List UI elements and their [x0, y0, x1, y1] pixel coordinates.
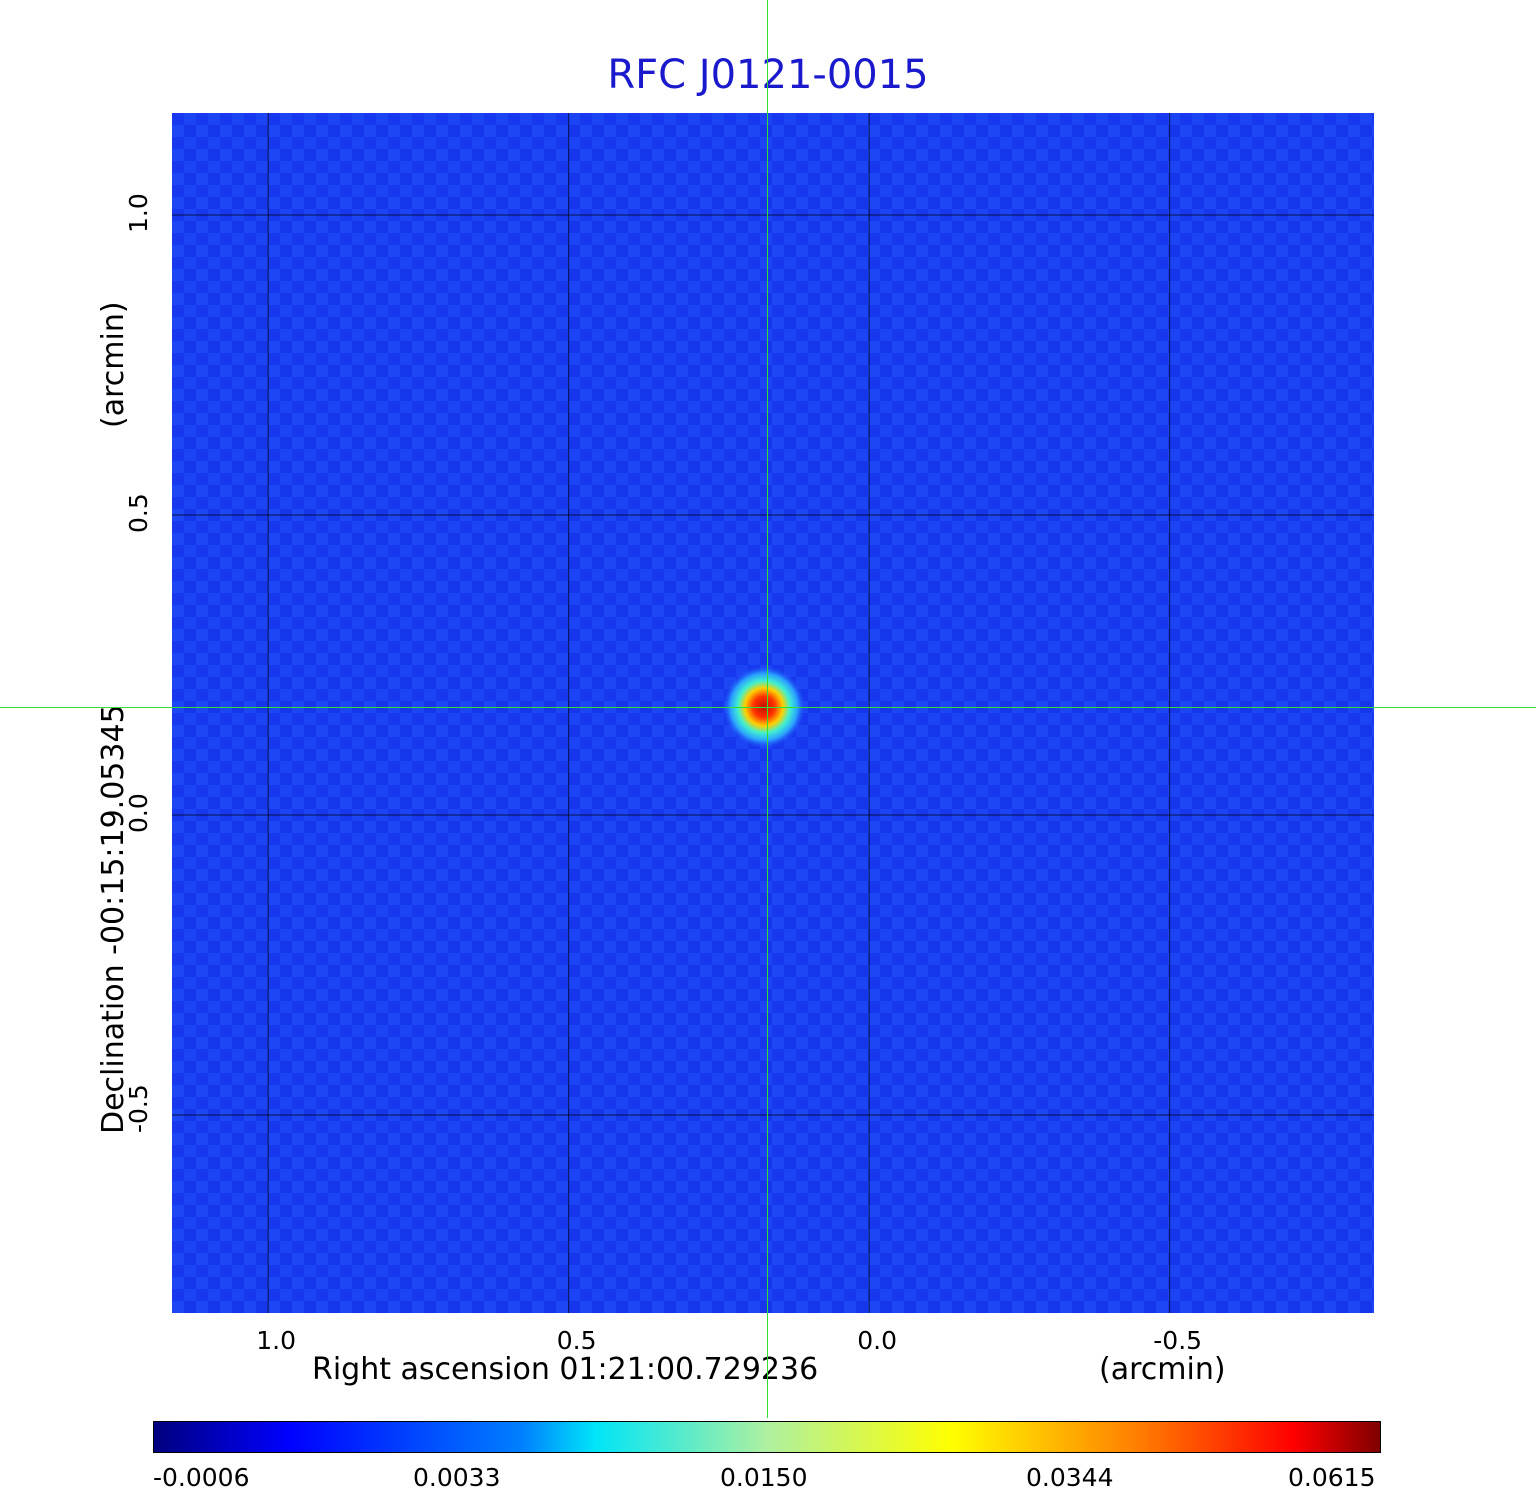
x-axis-unit: (arcmin) [1099, 1352, 1226, 1387]
colorbar-tick-label: -0.0006 [153, 1463, 250, 1492]
x-axis-label: Right ascension 01:21:00.729236 [312, 1352, 819, 1387]
y-tick-label: 0.5 [124, 493, 153, 533]
colorbar-tick-label: 0.0344 [1026, 1463, 1114, 1492]
y-tick-label: 1.0 [124, 193, 153, 233]
y-axis-unit: (arcmin) [96, 301, 131, 428]
x-tick-label: 1.0 [256, 1326, 297, 1355]
intensity-map [172, 113, 1374, 1313]
crosshair-vertical [766, 0, 768, 1418]
colorbar-tick-label: 0.0033 [413, 1463, 501, 1492]
colorbar-tick-label: 0.0615 [1288, 1463, 1376, 1492]
crosshair-horizontal [0, 707, 1536, 708]
x-tick-label: 0.5 [556, 1326, 597, 1355]
colorbar [153, 1421, 1381, 1453]
x-tick-label: -0.5 [1153, 1326, 1203, 1355]
grid-lines [172, 113, 1374, 1313]
chart-title: RFC J0121-0015 [607, 52, 929, 98]
y-axis-label: Declination -00:15:19.05345 [96, 704, 131, 1134]
colorbar-tick-label: 0.0150 [720, 1463, 808, 1492]
x-tick-label: 0.0 [857, 1326, 898, 1355]
